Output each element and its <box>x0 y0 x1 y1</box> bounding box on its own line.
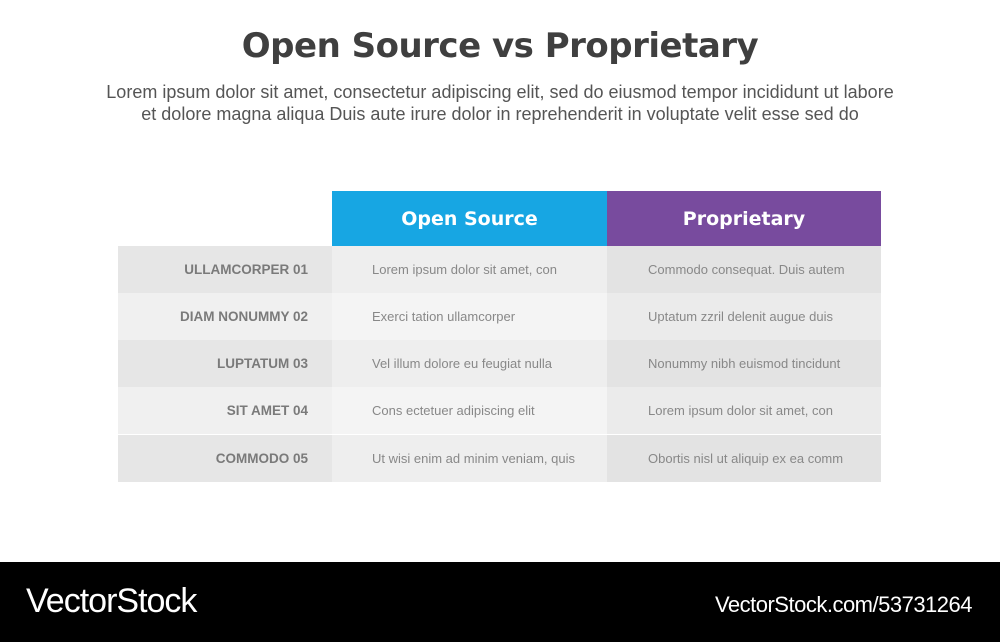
page-title: Open Source vs Proprietary <box>241 26 759 66</box>
open-source-cell: Exerci tation ullamcorper <box>332 293 607 340</box>
row-label: LUPTATUM 03 <box>118 340 332 387</box>
open-source-cell: Ut wisi enim ad minim veniam, quis <box>332 435 607 482</box>
open-source-cell: Vel illum dolore eu feugiat nulla <box>332 340 607 387</box>
row-label: COMMODO 05 <box>118 435 332 482</box>
table-row: LUPTATUM 03 Vel illum dolore eu feugiat … <box>118 340 881 387</box>
proprietary-cell: Lorem ipsum dolor sit amet, con <box>607 387 881 434</box>
proprietary-cell: Uptatum zzril delenit augue duis <box>607 293 881 340</box>
table-row: SIT AMET 04 Cons ectetuer adipiscing eli… <box>118 387 881 434</box>
vectorstock-logo: VectorStock <box>26 582 197 620</box>
row-label: DIAM NONUMMY 02 <box>118 293 332 340</box>
subtitle: Lorem ipsum dolor sit amet, consectetur … <box>40 81 960 125</box>
image-url: VectorStock.com/53731264 <box>714 592 973 617</box>
footer-bar: VectorStock VectorStock.com/53731264 <box>0 562 1000 642</box>
proprietary-cell: Commodo consequat. Duis autem <box>607 246 881 293</box>
table-row: DIAM NONUMMY 02 Exerci tation ullamcorpe… <box>118 293 881 340</box>
proprietary-cell: Obortis nisl ut aliquip ex ea comm <box>607 435 881 482</box>
table-row: COMMODO 05 Ut wisi enim ad minim veniam,… <box>118 435 881 482</box>
subtitle-line-2: et dolore magna aliqua Duis aute irure d… <box>141 104 859 124</box>
proprietary-cell: Nonummy nibh euismod tincidunt <box>607 340 881 387</box>
table-row: ULLAMCORPER 01 Lorem ipsum dolor sit ame… <box>118 246 881 293</box>
subtitle-line-1: Lorem ipsum dolor sit amet, consectetur … <box>106 82 894 102</box>
header-proprietary: Proprietary <box>607 191 881 246</box>
row-label: ULLAMCORPER 01 <box>118 246 332 293</box>
row-label: SIT AMET 04 <box>118 387 332 434</box>
open-source-cell: Cons ectetuer adipiscing elit <box>332 387 607 434</box>
header-open-source: Open Source <box>332 191 607 246</box>
open-source-cell: Lorem ipsum dolor sit amet, con <box>332 246 607 293</box>
